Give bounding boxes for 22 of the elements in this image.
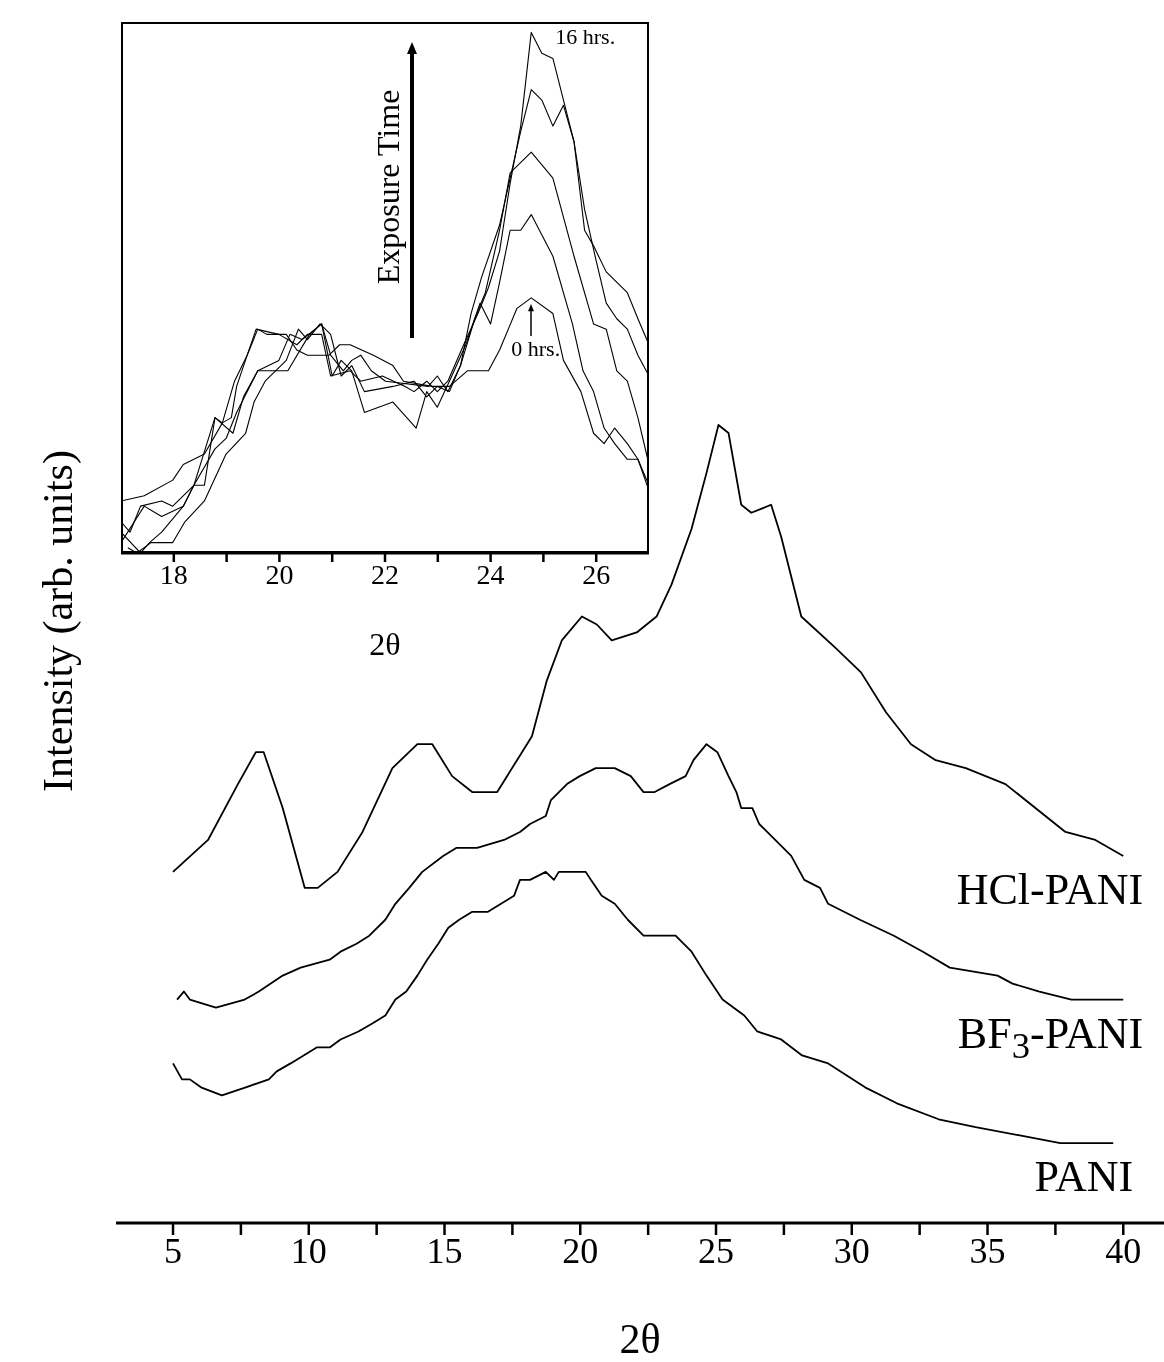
annotation: Exposure Time — [369, 89, 407, 284]
x-tick-label: 25 — [698, 1230, 735, 1271]
x-tick-label: 10 — [290, 1230, 327, 1271]
x-tick-label: 20 — [562, 1230, 599, 1271]
x-tick-label: 30 — [833, 1230, 870, 1271]
x-tick-label: 5 — [164, 1230, 183, 1271]
series-label: BF$_{3}$-PANI — [957, 1008, 1144, 1066]
annotation: 16 hrs. — [555, 24, 616, 50]
x-tick-label: 15 — [426, 1230, 463, 1271]
x-axis-title: 2θ — [369, 626, 401, 662]
x-tick-label: 20 — [265, 558, 294, 590]
series-label: PANI — [1034, 1152, 1134, 1202]
x-axis-title: 2θ — [619, 1316, 661, 1362]
series-label: HCl-PANI — [956, 864, 1144, 914]
x-tick-label: 40 — [1105, 1230, 1142, 1271]
x-tick-label: 22 — [371, 558, 399, 590]
y-axis-title: Intensity (arb. units) — [34, 449, 82, 792]
x-tick-label: 18 — [159, 558, 188, 590]
annotation: 0 hrs. — [511, 335, 561, 361]
x-tick-label: 24 — [476, 558, 505, 590]
x-tick-label: 35 — [969, 1230, 1006, 1271]
x-tick-label: 26 — [582, 558, 611, 590]
